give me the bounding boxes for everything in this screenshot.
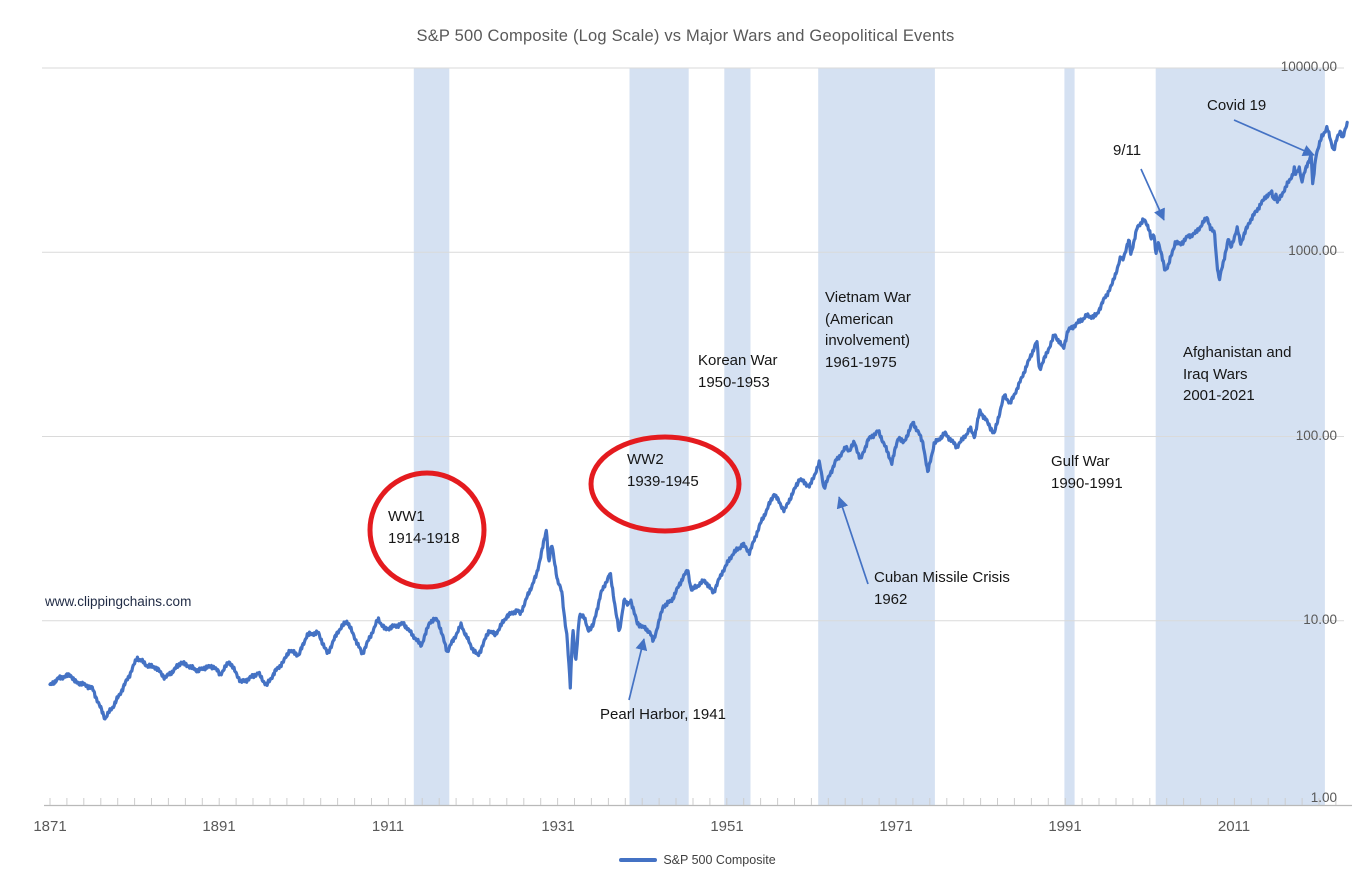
watermark-url: www.clippingchains.com xyxy=(45,594,192,609)
legend-label: S&P 500 Composite xyxy=(663,853,776,867)
pearl-harbor-arrow xyxy=(628,638,648,701)
chart-title: S&P 500 Composite (Log Scale) vs Major W… xyxy=(416,27,955,45)
nine-eleven-arrow xyxy=(1140,168,1165,221)
covid-arrow xyxy=(1233,119,1315,157)
sp500-line xyxy=(48,120,1349,721)
cuban-missile-arrow xyxy=(836,496,869,585)
legend-line-swatch xyxy=(619,858,658,862)
ww2-red-circle xyxy=(588,434,742,534)
legend: S&P 500 Composite xyxy=(12,853,1371,867)
ww1-red-circle xyxy=(367,470,487,590)
